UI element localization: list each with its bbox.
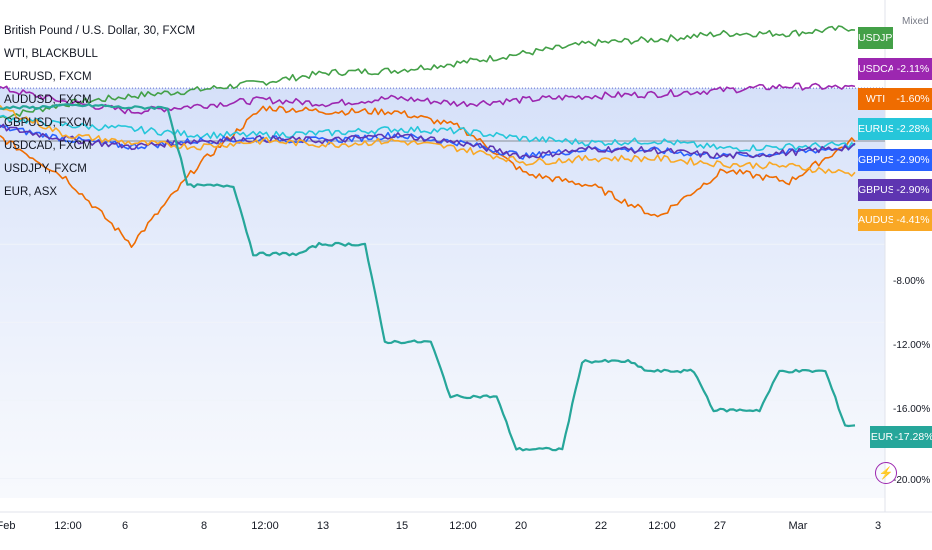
price-tag-usdjpy: USDJPY: [858, 27, 899, 49]
tag-value: -2.28%: [893, 118, 932, 140]
y-tick-label: -12.00%: [893, 340, 931, 351]
x-tick-label: 13: [316, 520, 330, 532]
area-fill: [0, 88, 885, 498]
x-tick-label: 12:00: [449, 520, 477, 532]
x-tick-label: 27: [713, 520, 727, 532]
chart-legend: British Pound / U.S. Dollar, 30, FXCM WT…: [4, 20, 195, 204]
tag-symbol: USDJPY: [858, 27, 899, 49]
series-line: [0, 104, 856, 177]
series-line: [0, 103, 856, 452]
tag-symbol: GBPUSD: [858, 179, 902, 201]
tag-symbol: EUR: [870, 426, 894, 448]
tag-value: -2.11%: [893, 58, 932, 80]
series-line: [0, 105, 856, 248]
legend-eurusd: EURUSD, FXCM: [4, 71, 92, 83]
tag-value: -2.90%: [893, 149, 932, 171]
tag-value: -1.60%: [893, 88, 932, 110]
y-tick-label: -20.00%: [893, 475, 931, 486]
legend-eur: EUR, ASX: [4, 186, 58, 198]
legend-usdjpy: USDJPY, FXCM: [4, 163, 87, 175]
legend-audusd: AUDUSD, FXCM: [4, 94, 92, 106]
tag-value: -17.28%: [894, 426, 932, 448]
scale-mode-label[interactable]: Mixed: [902, 16, 929, 27]
lightning-icon[interactable]: ⚡: [875, 462, 897, 484]
x-tick-label: 8: [200, 520, 208, 532]
tag-symbol: WTI: [858, 88, 893, 110]
x-tick-label: 22: [594, 520, 608, 532]
tag-value: -4.41%: [893, 209, 932, 231]
x-tick-label: Feb: [0, 520, 16, 532]
x-tick-label: 3: [874, 520, 882, 532]
x-tick-label: 12:00: [54, 520, 82, 532]
price-tag-eurusd: EURUSD-2.28%: [858, 118, 932, 140]
legend-main-symbol: British Pound / U.S. Dollar, 30, FXCM: [4, 25, 196, 37]
series-line: [0, 123, 856, 159]
series-line: [0, 114, 856, 152]
legend-usdcad: USDCAD, FXCM: [4, 140, 92, 152]
tag-symbol: AUDUSD: [858, 209, 902, 231]
tag-symbol: USDCAD: [858, 58, 902, 80]
x-tick-label: 20: [514, 520, 528, 532]
price-tag-gbpusd: GBPUSD-2.90%: [858, 149, 932, 171]
legend-gbpusd: GBPUSD, FXCM: [4, 117, 92, 129]
series-line: [0, 25, 856, 120]
x-tick-label: 12:00: [251, 520, 279, 532]
price-tag-audusd: AUDUSD-4.41%: [858, 209, 932, 231]
price-tag-usdcad: USDCAD-2.11%: [858, 58, 932, 80]
price-tag-wti: WTI -1.60%: [858, 88, 932, 110]
x-tick-label: 15: [395, 520, 409, 532]
y-tick-label: -16.00%: [893, 404, 931, 415]
x-tick-label: Mar: [788, 520, 808, 532]
tag-value: -2.90%: [893, 179, 932, 201]
x-tick-label: 12:00: [648, 520, 676, 532]
x-tick-label: 6: [121, 520, 129, 532]
tag-symbol: GBPUSD: [858, 149, 902, 171]
y-tick-label: -8.00%: [893, 276, 925, 287]
legend-wti: WTI, BLACKBULL: [4, 48, 98, 60]
price-tag-gbpusd-main: GBPUSD-2.90%: [858, 179, 932, 201]
tag-symbol: EURUSD: [858, 118, 902, 140]
series-line: [0, 82, 856, 115]
price-tag-eur: EUR-17.28%: [870, 426, 932, 448]
